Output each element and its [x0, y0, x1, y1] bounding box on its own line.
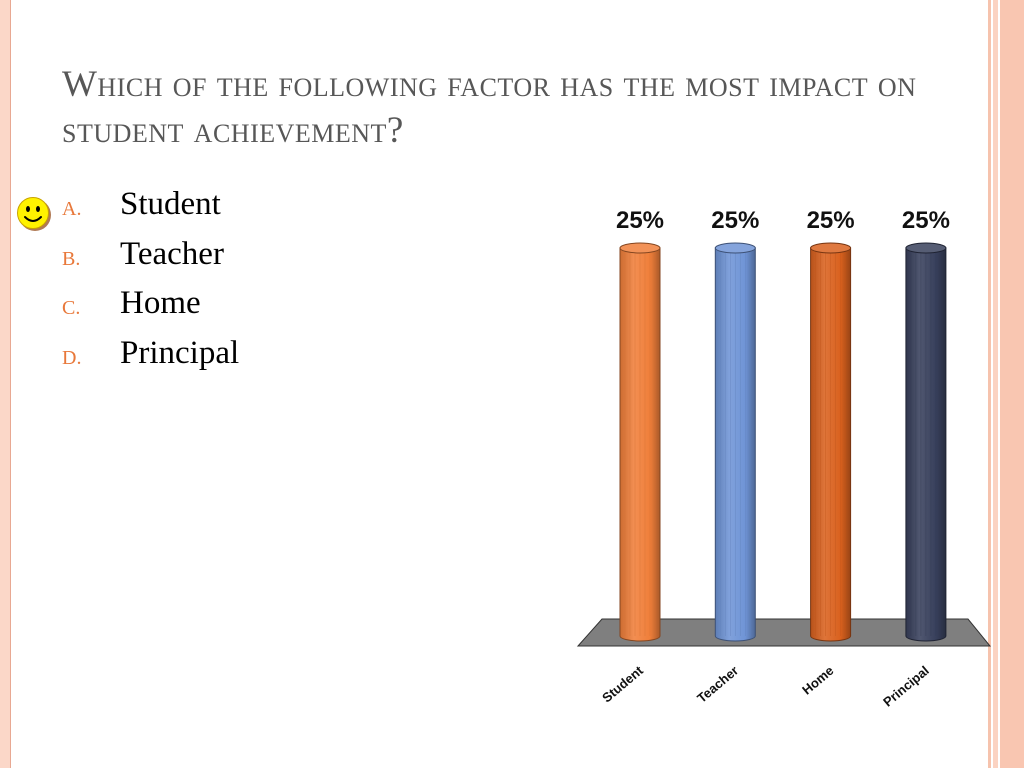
category-label: Student: [599, 662, 646, 705]
category-label: Home: [799, 663, 836, 698]
category-label: Teacher: [694, 663, 741, 706]
option-label: Student: [120, 186, 221, 222]
bar-top: [619, 242, 661, 254]
data-label: 25%: [711, 207, 759, 234]
option-letter: C.: [62, 297, 81, 319]
option-label: Home: [120, 285, 201, 321]
slide-title: Which of the following factor has the mo…: [62, 64, 917, 151]
option-letter: A.: [62, 198, 82, 220]
data-label: 25%: [807, 207, 855, 234]
category-label: Principal: [880, 663, 932, 710]
bar-top: [905, 242, 947, 254]
smiley-icon: [17, 197, 51, 231]
option-letter: D.: [62, 346, 82, 369]
bar-top: [810, 242, 852, 254]
bar-top: [714, 242, 756, 254]
left-accent-bar: [0, 0, 11, 768]
option-label: Principal: [120, 334, 240, 371]
option-letter: B.: [62, 247, 81, 270]
data-label: 25%: [902, 207, 950, 234]
option-label: Teacher: [120, 235, 224, 272]
results-chart: 25% Student 25% Teacher 25% Home 25% Principal: [576, 207, 992, 710]
chart-floor: [576, 618, 992, 647]
right-accent-stripes: [988, 0, 1024, 768]
data-label: 25%: [616, 207, 664, 234]
